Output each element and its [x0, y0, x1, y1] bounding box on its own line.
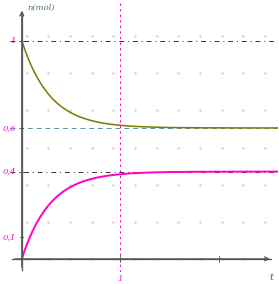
Text: 0,1: 0,1 — [3, 233, 16, 241]
Text: 1: 1 — [11, 37, 16, 45]
Text: 0,4: 0,4 — [3, 168, 16, 176]
Text: t: t — [270, 273, 274, 282]
Text: n(mol): n(mol) — [28, 4, 55, 12]
Text: 1: 1 — [117, 275, 123, 283]
Text: 0,6: 0,6 — [3, 124, 16, 132]
